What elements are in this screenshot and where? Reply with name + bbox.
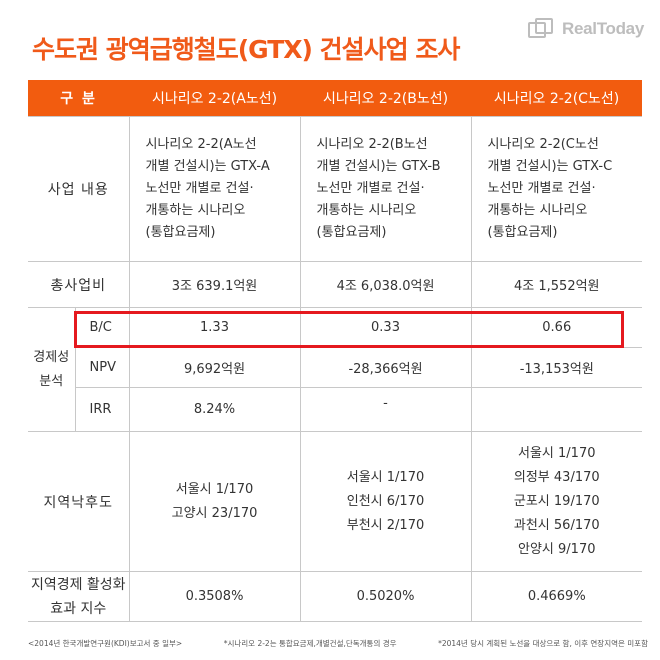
table-header-row: 구 분 시나리오 2-2(A노선) 시나리오 2-2(B노선) 시나리오 2-2… bbox=[28, 80, 643, 117]
cost-b: 4조 6,038.0억원 bbox=[299, 261, 472, 308]
footnote-scope: *2014년 당시 계획된 노선을 대상으로 함, 이후 연장지역은 미포함 bbox=[438, 639, 648, 648]
footnotes: <2014년 한국개발연구원(KDI)보고서 중 일부> *시나리오 2-2는 … bbox=[28, 638, 648, 649]
logo-text: RealToday bbox=[561, 19, 644, 38]
header-scenario-a: 시나리오 2-2(A노선) bbox=[129, 80, 301, 117]
effect-b: 0.5020% bbox=[299, 571, 472, 622]
row-label-econ-analysis: 경제성 분석 bbox=[28, 307, 75, 432]
npv-c: -13,153억원 bbox=[470, 347, 643, 388]
row-label-region: 지역낙후도 bbox=[28, 431, 130, 572]
npv-a: 9,692억원 bbox=[128, 347, 301, 388]
row-npv: NPV 9,692억원 -28,366억원 -13,153억원 bbox=[28, 347, 643, 388]
business-desc-a: 시나리오 2-2(A노선 개별 건설시)는 GTX-A 노선만 개별로 건설· … bbox=[128, 116, 301, 262]
row-effect: 지역경제 활성화 효과 지수 0.3508% 0.5020% 0.4669% bbox=[28, 571, 643, 622]
realtoday-logo-icon bbox=[527, 18, 556, 40]
region-a: 서울시 1/170 고양시 23/170 bbox=[128, 431, 301, 572]
irr-c bbox=[470, 387, 643, 432]
sublabel-irr: IRR bbox=[74, 387, 130, 432]
cost-a: 3조 639.1억원 bbox=[128, 261, 301, 308]
row-total-cost: 총사업비 3조 639.1억원 4조 6,038.0억원 4조 1,552억원 bbox=[28, 261, 643, 308]
effect-a: 0.3508% bbox=[128, 571, 301, 622]
business-desc-b: 시나리오 2-2(B노선 개별 건설시)는 GTX-B 노선만 개별로 건설· … bbox=[299, 116, 472, 262]
sublabel-npv: NPV bbox=[74, 347, 130, 388]
bc-row-highlight-box bbox=[74, 311, 624, 348]
footnote-scenario: *시나리오 2-2는 통합요금제,개별건설,단독개통의 경우 bbox=[223, 639, 397, 648]
header-scenario-b: 시나리오 2-2(B노선) bbox=[300, 80, 472, 117]
cost-c: 4조 1,552억원 bbox=[470, 261, 643, 308]
footnote-source: <2014년 한국개발연구원(KDI)보고서 중 일부> bbox=[28, 639, 183, 648]
row-label-total-cost: 총사업비 bbox=[28, 261, 130, 308]
header-scenario-c: 시나리오 2-2(C노선) bbox=[471, 80, 643, 117]
row-label-business: 사업 내용 bbox=[28, 116, 130, 262]
header-category: 구 분 bbox=[28, 80, 130, 117]
irr-b: - bbox=[299, 387, 472, 432]
row-region: 지역낙후도 서울시 1/170 고양시 23/170 서울시 1/170 인천시… bbox=[28, 431, 643, 572]
row-label-effect: 지역경제 활성화 효과 지수 bbox=[28, 571, 130, 622]
npv-b: -28,366억원 bbox=[299, 347, 472, 388]
row-business: 사업 내용 시나리오 2-2(A노선 개별 건설시)는 GTX-A 노선만 개별… bbox=[28, 116, 643, 262]
gtx-survey-table: 구 분 시나리오 2-2(A노선) 시나리오 2-2(B노선) 시나리오 2-2… bbox=[28, 80, 643, 622]
irr-a: 8.24% bbox=[128, 387, 301, 432]
page-title: 수도권 광역급행철도(GTX) 건설사업 조사 bbox=[32, 35, 460, 64]
business-desc-c: 시나리오 2-2(C노선 개별 건설시)는 GTX-C 노선만 개별로 건설· … bbox=[470, 116, 643, 262]
region-b: 서울시 1/170 인천시 6/170 부천시 2/170 bbox=[299, 431, 472, 572]
region-c: 서울시 1/170 의정부 43/170 군포시 19/170 과천시 56/1… bbox=[470, 431, 643, 572]
brand-logo: RealToday bbox=[527, 18, 644, 40]
row-irr: IRR 8.24% - bbox=[28, 387, 643, 432]
effect-c: 0.4669% bbox=[470, 571, 643, 622]
